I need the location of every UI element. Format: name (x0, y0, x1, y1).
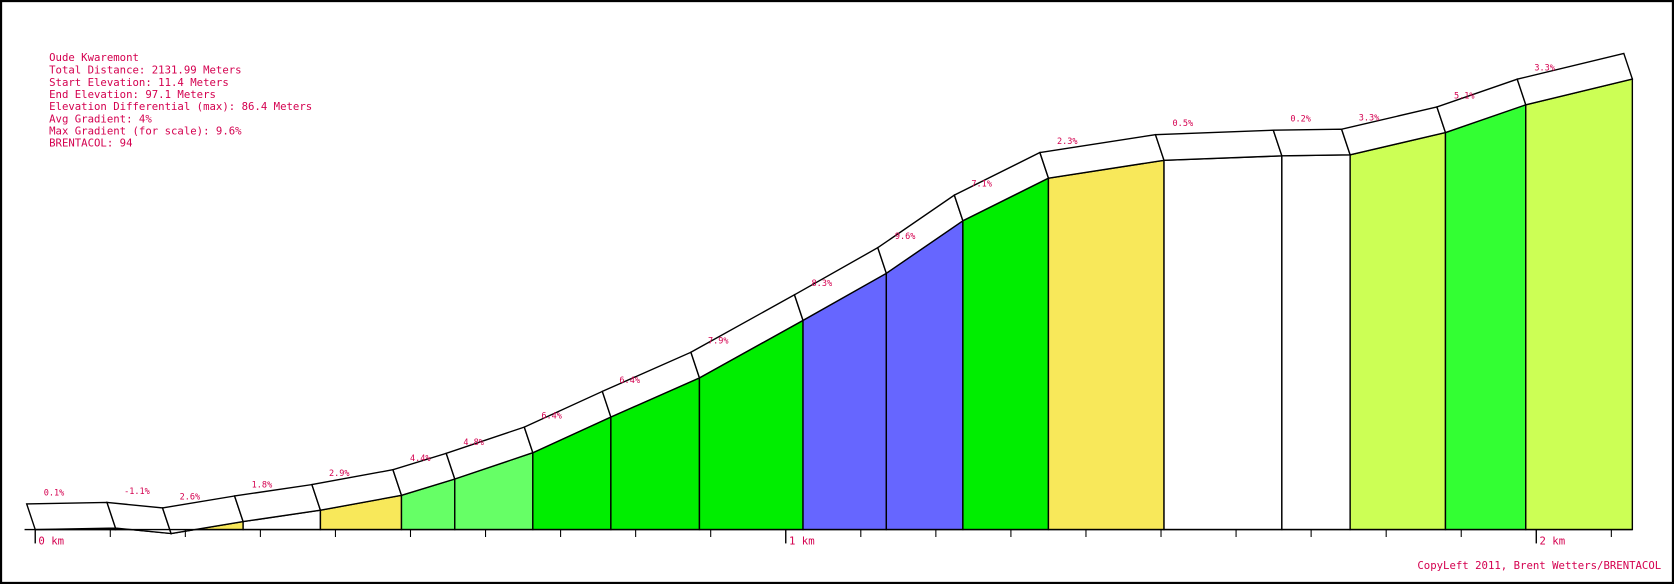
segment-face (1444, 103, 1527, 531)
gradient-label: 2.3% (1057, 137, 1078, 147)
gradient-label: 7.1% (971, 180, 992, 190)
info-line: BRENTACOL: 94 (49, 137, 132, 150)
segment-top (1516, 52, 1634, 106)
info-line: Avg Gradient: 4% (49, 112, 152, 125)
gradient-label: 7.9% (708, 337, 729, 347)
info-line: End Elevation: 97.1 Meters (49, 88, 216, 101)
gradient-label: 4.4% (410, 454, 431, 464)
x-tick-label: 0 km (38, 534, 64, 547)
segment-top (1154, 129, 1283, 162)
gradient-label: 2.6% (180, 492, 201, 502)
gradient-label: 9.6% (895, 232, 916, 242)
info-line: Start Elevation: 11.4 Meters (49, 76, 229, 89)
info-line: Total Distance: 2131.99 Meters (49, 64, 241, 77)
segment-top (105, 501, 173, 535)
gradient-label: 0.5% (1173, 119, 1194, 129)
segment-face (1349, 131, 1447, 531)
x-tick-label: 1 km (789, 534, 815, 547)
segment-face (885, 219, 964, 531)
segment-top (1272, 128, 1352, 157)
gradient-label: 2.9% (329, 469, 350, 479)
gradient-label: 5.1% (1454, 91, 1475, 101)
x-tick-label: 2 km (1539, 534, 1565, 547)
gradient-label: 6.4% (619, 376, 640, 386)
gradient-label: 1.8% (252, 480, 273, 490)
info-line: Elevation Differential (max): 86.4 Meter… (49, 100, 312, 113)
segment-face (962, 177, 1050, 531)
gradient-label: 4.8% (463, 438, 484, 448)
gradient-label: 3.3% (1534, 64, 1555, 74)
gradient-label: 0.1% (44, 488, 65, 498)
gradient-label: 0.2% (1290, 115, 1311, 125)
gradient-label: 3.3% (1359, 114, 1380, 124)
segment-face (1525, 78, 1634, 531)
credit: CopyLeft 2011, Brent Wetters/BRENTACOL (1417, 559, 1661, 572)
chart-title: Oude Kwaremont (49, 51, 139, 64)
segment-face (1281, 154, 1351, 531)
segment-top (25, 501, 117, 531)
segment-face (1163, 155, 1283, 531)
segment-face (1047, 159, 1165, 531)
gradient-label: -1.1% (124, 487, 150, 497)
gradient-label: 6.4% (541, 412, 562, 422)
gradient-label: 8.3% (812, 279, 833, 289)
info-line: Max Gradient (for scale): 9.6% (49, 125, 242, 138)
